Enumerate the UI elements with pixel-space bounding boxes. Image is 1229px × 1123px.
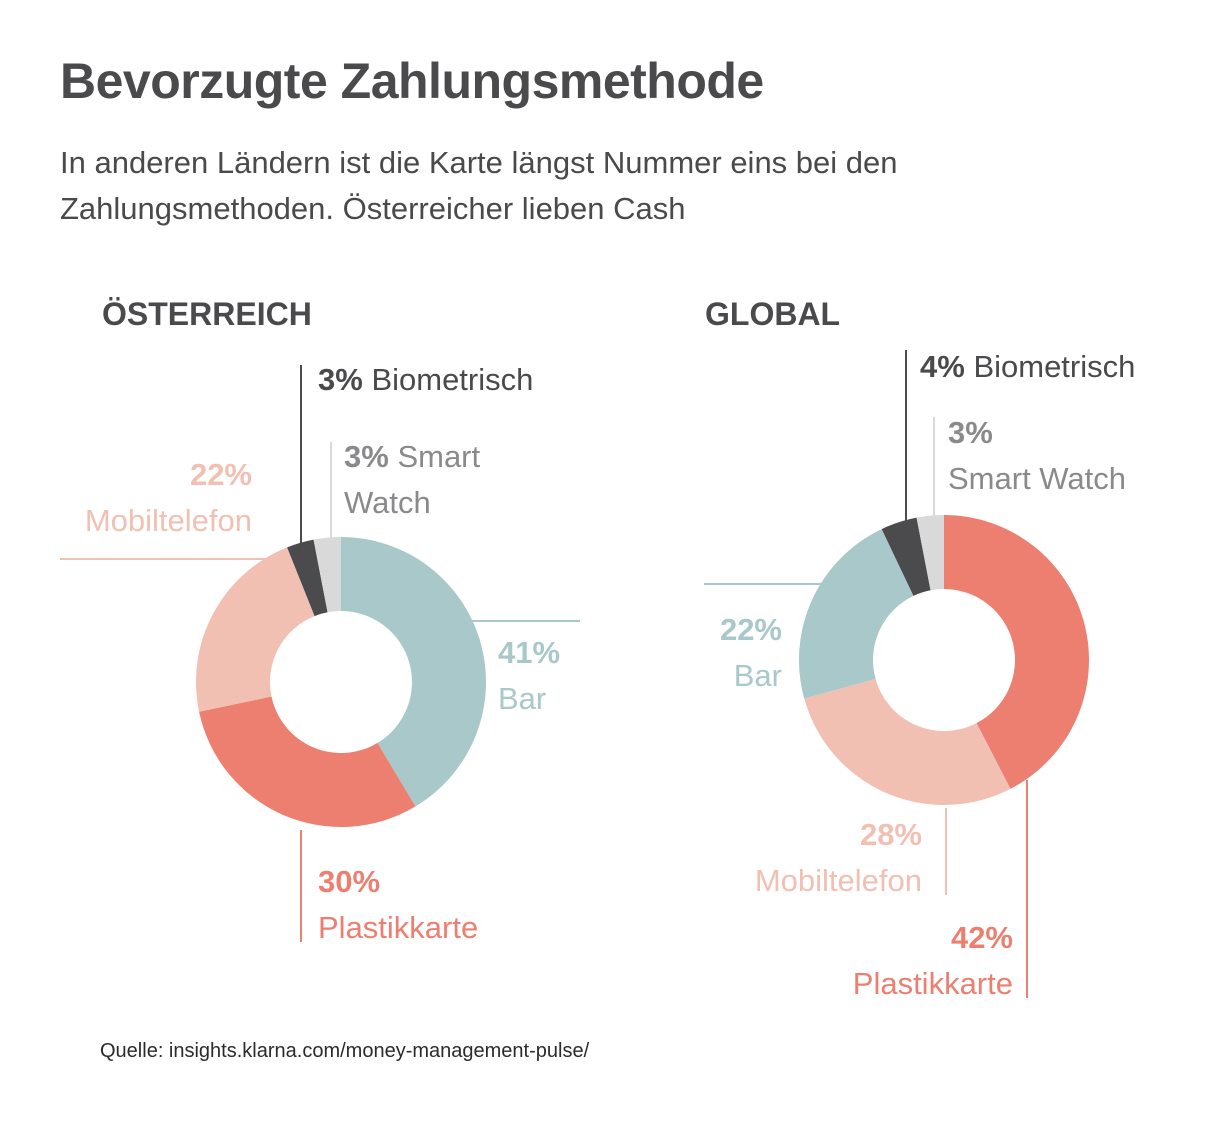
section-title-oesterreich: ÖSTERREICH (102, 296, 312, 332)
category-label: Mobiltelefon (754, 863, 922, 898)
value-label: 3% (318, 362, 363, 397)
value-label: 22% (719, 612, 782, 647)
at-slice-biometrisch (287, 539, 328, 617)
label-gl-mobiltelefon: 28% Mobiltelefon (700, 812, 922, 904)
category-label: Plastikkarte (852, 966, 1013, 1001)
label-gl-biometrisch: 4% Biometrisch (920, 344, 1135, 390)
source-note: Quelle: insights.klarna.com/money-manage… (100, 1040, 590, 1062)
category-label: Biometrisch (973, 349, 1136, 384)
label-at-smartwatch: 3% Smart Watch (344, 434, 544, 526)
value-label: 30% (318, 864, 381, 899)
label-at-plastikkarte: 30% Plastikkarte (318, 859, 478, 951)
value-label: 4% (920, 349, 965, 384)
leader-lines (60, 350, 1028, 998)
category-label: Smart Watch (948, 461, 1126, 496)
category-label: Mobiltelefon (84, 503, 252, 538)
donut-global (798, 515, 1090, 806)
gl-slice-mobiltelefon (804, 678, 1011, 806)
gl-slice-bar (798, 529, 914, 699)
label-gl-plastikkarte: 42% Plastikkarte (780, 915, 1013, 1007)
value-label: 22% (189, 457, 252, 492)
value-label: 41% (498, 635, 561, 670)
value-label: 3% (948, 415, 993, 450)
at-slice-smart-watch (313, 537, 341, 613)
chart-subtitle: In anderen Ländern ist die Karte längst … (60, 145, 898, 226)
at-slice-mobiltelefon (195, 547, 315, 712)
donut-oesterreich (195, 537, 487, 827)
category-label: Bar (733, 658, 782, 693)
category-label: Smart Watch (344, 439, 481, 520)
label-at-biometrisch: 3% Biometrisch (318, 357, 533, 403)
gl-slice-biometrisch (881, 517, 931, 596)
at-slice-plastikkarte (199, 696, 416, 827)
category-label: Biometrisch (371, 362, 534, 397)
label-at-mobiltelefon: 22% Mobiltelefon (60, 452, 252, 544)
category-label: Bar (498, 681, 547, 716)
label-at-bar: 41% Bar (498, 630, 560, 722)
at-slice-bar (341, 537, 487, 807)
section-title-global: GLOBAL (705, 296, 841, 332)
label-gl-smartwatch: 3% Smart Watch (948, 410, 1126, 502)
value-label: 3% (344, 439, 389, 474)
gl-slice-smart-watch (916, 515, 944, 591)
label-gl-bar: 22% Bar (680, 607, 782, 699)
category-label: Plastikkarte (318, 910, 479, 945)
value-label: 42% (950, 920, 1013, 955)
gl-slice-plastikkarte (944, 515, 1090, 789)
chart-title: Bevorzugte Zahlungsmethode (60, 53, 764, 109)
value-label: 28% (859, 817, 922, 852)
